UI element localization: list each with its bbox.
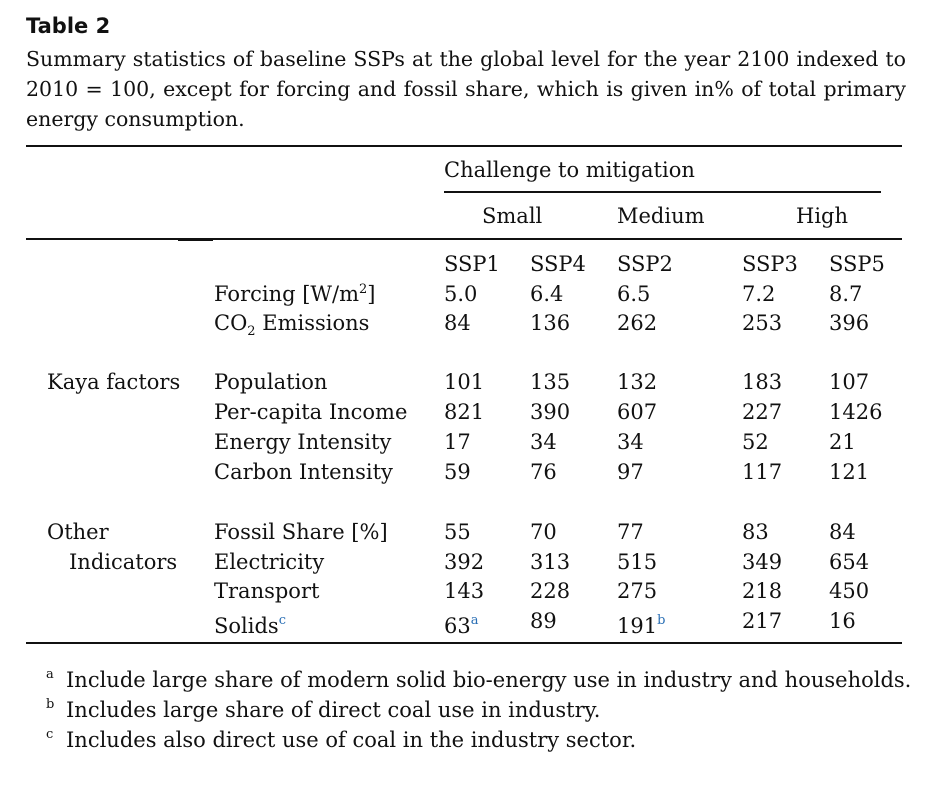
cell-carbon-intensity-ssp1: 59 [444,460,471,484]
cell-solids-ssp3: 217 [742,609,783,633]
cell-energy-intensity-ssp5: 21 [829,430,856,454]
cell-transport-ssp5: 450 [829,579,870,603]
cell-income-ssp5: 1426 [829,400,883,424]
cell-electricity-ssp1: 392 [444,550,485,574]
cell-transport-ssp4: 228 [530,579,571,603]
cell-co2-ssp2: 262 [617,311,658,335]
header-bottom-rule-accent [178,238,213,241]
row-label-co2-emissions: CO2 Emissions [214,311,370,340]
cell-energy-intensity-ssp4: 34 [530,430,557,454]
cell-transport-ssp1: 143 [444,579,485,603]
cell-forcing-ssp4: 6.4 [530,282,564,306]
row-label-fossil-share: Fossil Share [%] [214,520,388,544]
cell-transport-ssp2: 275 [617,579,658,603]
row-label-solids: Solidsc [214,613,286,638]
col-ssp2: SSP2 [617,252,673,276]
group-kaya-factors: Kaya factors [47,370,181,394]
cell-fossil-share-ssp5: 84 [829,520,856,544]
cell-income-ssp4: 390 [530,400,571,424]
cell-forcing-ssp2: 6.5 [617,282,651,306]
cell-forcing-ssp5: 8.7 [829,282,863,306]
cell-energy-intensity-ssp2: 34 [617,430,644,454]
footnote-ref-c[interactable]: c [278,613,286,628]
cell-fossil-share-ssp1: 55 [444,520,471,544]
cell-electricity-ssp2: 515 [617,550,658,574]
footnote-ref-a[interactable]: a [470,613,479,628]
row-label-population: Population [214,370,328,394]
row-label-per-capita-income: Per-capita Income [214,400,408,424]
cell-carbon-intensity-ssp2: 97 [617,460,644,484]
cell-co2-ssp1: 84 [444,311,471,335]
cell-carbon-intensity-ssp5: 121 [829,460,870,484]
group-other: Other [47,520,109,544]
cell-co2-ssp5: 396 [829,311,870,335]
footnote-c: c Includes also direct use of coal in the… [46,727,637,752]
cell-solids-ssp5: 16 [829,609,856,633]
cell-population-ssp5: 107 [829,370,870,394]
row-label-electricity: Electricity [214,550,325,574]
cell-co2-ssp4: 136 [530,311,571,335]
cell-electricity-ssp5: 654 [829,550,870,574]
cell-income-ssp3: 227 [742,400,783,424]
cell-fossil-share-ssp2: 77 [617,520,644,544]
table-bottom-rule [26,642,902,644]
row-label-carbon-intensity: Carbon Intensity [214,460,393,484]
cell-carbon-intensity-ssp4: 76 [530,460,557,484]
col-ssp4: SSP4 [530,252,586,276]
cell-energy-intensity-ssp3: 52 [742,430,769,454]
cell-solids-ssp4: 89 [530,609,557,633]
header-bottom-rule [26,238,902,240]
col-ssp1: SSP1 [444,252,500,276]
cell-solids-ssp2: 191b [617,613,666,638]
cell-forcing-ssp3: 7.2 [742,282,776,306]
cell-co2-ssp3: 253 [742,311,783,335]
cell-population-ssp2: 132 [617,370,658,394]
top-rule [26,145,902,147]
header-small: Small [482,204,543,228]
cell-electricity-ssp4: 313 [530,550,571,574]
group-header-rule [444,191,881,193]
cell-fossil-share-ssp3: 83 [742,520,769,544]
header-medium: Medium [617,204,705,228]
cell-electricity-ssp3: 349 [742,550,783,574]
footnote-b: b Includes large share of direct coal use… [46,697,601,722]
header-high: High [796,204,848,228]
cell-solids-ssp1: 63a [444,613,479,638]
row-label-energy-intensity: Energy Intensity [214,430,392,454]
header-challenge-to-mitigation: Challenge to mitigation [444,158,695,182]
table-label: Table 2 [26,14,111,38]
cell-income-ssp1: 821 [444,400,485,424]
cell-fossil-share-ssp4: 70 [530,520,557,544]
col-ssp3: SSP3 [742,252,798,276]
row-label-transport: Transport [214,579,320,603]
cell-transport-ssp3: 218 [742,579,783,603]
cell-population-ssp1: 101 [444,370,485,394]
cell-energy-intensity-ssp1: 17 [444,430,471,454]
col-ssp5: SSP5 [829,252,885,276]
table-caption: Summary statistics of baseline SSPs at t… [26,47,906,131]
cell-population-ssp3: 183 [742,370,783,394]
cell-carbon-intensity-ssp3: 117 [742,460,783,484]
footnote-a: a Include large share of modern solid bio… [46,667,912,692]
footnote-ref-b[interactable]: b [657,613,666,628]
cell-income-ssp2: 607 [617,400,658,424]
group-indicators: Indicators [69,550,178,574]
cell-forcing-ssp1: 5.0 [444,282,478,306]
row-label-forcing: Forcing [W/m2] [214,282,376,306]
cell-population-ssp4: 135 [530,370,571,394]
